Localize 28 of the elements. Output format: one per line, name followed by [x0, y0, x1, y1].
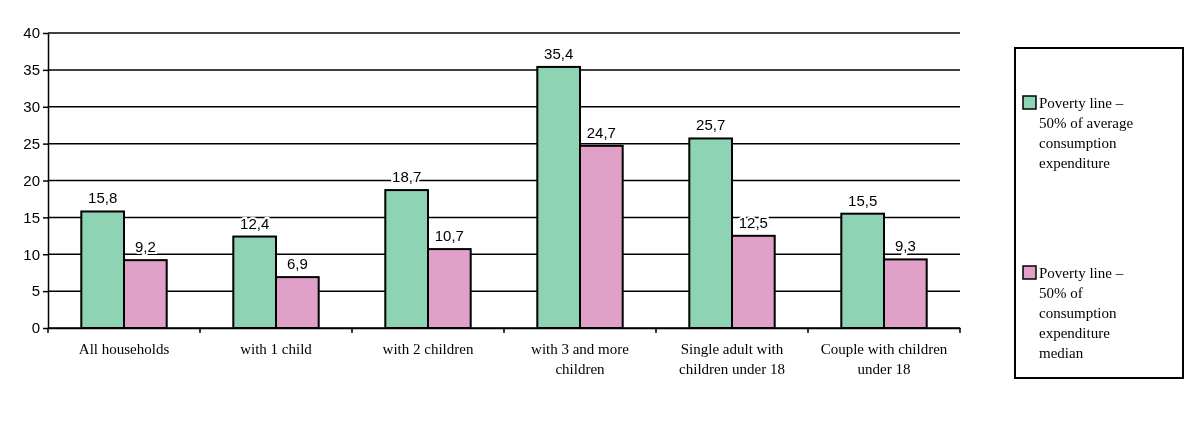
data-label: 10,7 [434, 227, 464, 245]
y-tick-label: 20 [23, 171, 40, 189]
y-tick-label: 15 [23, 208, 40, 226]
legend-label: Poverty line – 50% of average consumption expenditure [1039, 95, 1134, 171]
x-tick-label: All households [78, 341, 170, 357]
x-tick-label: Couple with children under 18 [820, 341, 948, 377]
y-tick-label: 35 [23, 61, 40, 79]
y-tick-label: 30 [23, 98, 40, 116]
x-tick-label: with 2 children [382, 341, 474, 357]
legend-label: Poverty line – 50% of consumption expenditure median [1039, 265, 1124, 361]
y-tick-label: 0 [31, 319, 40, 337]
data-label: 12,4 [240, 214, 270, 232]
data-label: 12,5 [738, 213, 768, 231]
data-label: 15,5 [848, 191, 878, 209]
data-label: 9,2 [134, 238, 156, 256]
y-tick-label: 40 [23, 24, 40, 42]
data-label: 25,7 [696, 116, 726, 134]
data-label: 6,9 [286, 255, 308, 273]
data-label: 35,4 [544, 44, 574, 62]
x-tick-label: with 1 child [240, 341, 313, 357]
x-tick-label: with 3 and more children [531, 341, 630, 377]
data-label: 15,8 [88, 189, 118, 207]
y-tick-label: 5 [31, 282, 40, 300]
y-tick-label: 10 [23, 245, 40, 263]
data-label: 9,3 [894, 237, 916, 255]
x-tick-label: Single adult with children under 18 [679, 341, 785, 377]
data-label: 24,7 [586, 123, 616, 141]
y-tick-label: 25 [23, 134, 40, 152]
